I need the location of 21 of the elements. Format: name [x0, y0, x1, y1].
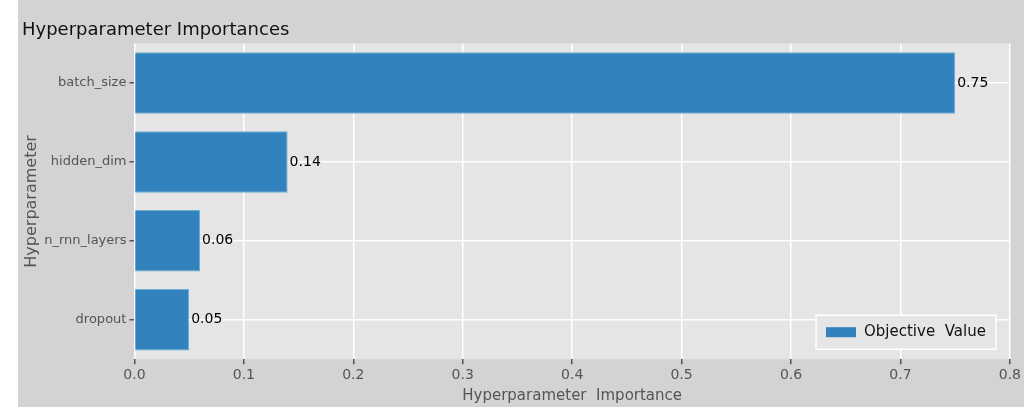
- x-tick-label: 0.5: [670, 366, 693, 383]
- x-tick-label: 0.2: [342, 366, 365, 383]
- y-axis-title: Hyperparameter: [20, 134, 40, 268]
- x-tick-label: 0.8: [998, 366, 1021, 383]
- y-tick-label: dropout: [75, 311, 127, 327]
- x-tick-label: 0.7: [889, 366, 912, 383]
- x-tick-label: 0.6: [779, 366, 803, 383]
- x-tick-label: 0.0: [123, 366, 146, 383]
- data-label: 0.06: [202, 231, 234, 248]
- legend-label: Objective Value: [864, 322, 986, 341]
- x-axis-title: Hyperparameter Importance: [462, 385, 683, 404]
- data-label: 0.05: [191, 310, 223, 327]
- y-tick-label: batch_size: [58, 74, 127, 90]
- data-label: 0.14: [289, 152, 321, 169]
- data-label: 0.75: [957, 73, 989, 90]
- y-tick-label: n_rnn_layers: [44, 232, 127, 248]
- x-tick-label: 0.4: [561, 366, 584, 383]
- y-tick-label: hidden_dim: [50, 153, 127, 169]
- x-tick-label: 0.1: [232, 366, 255, 383]
- x-tick-label: 0.3: [451, 366, 474, 383]
- chart-title: Hyperparameter Importances: [22, 18, 290, 40]
